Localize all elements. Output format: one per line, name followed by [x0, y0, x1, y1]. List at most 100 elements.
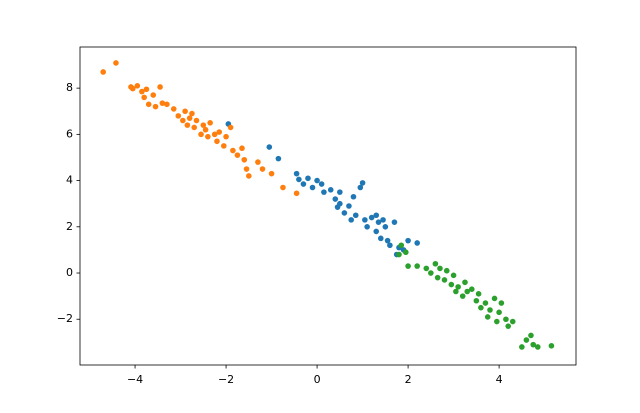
point [428, 270, 434, 276]
point [414, 240, 420, 246]
point [441, 277, 448, 283]
point [170, 106, 177, 112]
point [139, 88, 145, 95]
point [318, 181, 325, 187]
point [220, 143, 227, 149]
point [403, 249, 409, 256]
point [293, 190, 300, 197]
point [239, 145, 245, 152]
point [200, 122, 207, 128]
point [462, 279, 468, 286]
point [364, 223, 370, 230]
point [150, 92, 157, 98]
point [519, 344, 525, 350]
y-tick-label: 2 [66, 220, 73, 233]
point [398, 242, 405, 249]
point [437, 265, 443, 272]
point [186, 115, 193, 121]
point [359, 180, 366, 186]
point [198, 131, 204, 138]
point [280, 184, 286, 191]
point [391, 219, 398, 225]
point [337, 200, 343, 207]
point [193, 117, 200, 124]
point [443, 267, 450, 274]
point [214, 138, 220, 145]
point [223, 133, 229, 140]
point [503, 316, 509, 323]
point [384, 237, 391, 244]
point [243, 166, 250, 172]
point [484, 314, 491, 320]
point [453, 288, 459, 295]
point [230, 147, 236, 154]
point [450, 272, 457, 279]
point [475, 291, 482, 297]
point [184, 122, 191, 128]
point [309, 184, 316, 191]
point [321, 189, 327, 195]
point [494, 318, 500, 325]
point [143, 86, 150, 93]
y-tick-label: 8 [66, 81, 73, 94]
point [241, 156, 248, 163]
point [145, 101, 152, 108]
point [348, 217, 355, 223]
point [487, 307, 493, 313]
point [455, 284, 461, 290]
point [459, 293, 466, 299]
point [464, 288, 471, 295]
y-tick-label: 4 [66, 174, 73, 187]
plot-frame [79, 46, 577, 366]
point [352, 212, 359, 219]
point [216, 129, 223, 135]
point [266, 144, 273, 150]
point [405, 237, 411, 244]
point [305, 175, 311, 182]
point [189, 110, 195, 117]
point [314, 177, 320, 184]
point [373, 212, 380, 219]
point [275, 155, 282, 162]
point [337, 189, 343, 195]
point [482, 300, 489, 306]
point [491, 295, 498, 302]
point [211, 131, 218, 138]
point [350, 193, 357, 200]
point [468, 286, 475, 292]
point [423, 265, 430, 272]
point [498, 300, 505, 306]
point [202, 126, 209, 133]
point [327, 187, 334, 193]
x-tick-label: 2 [405, 373, 412, 386]
point [300, 181, 307, 187]
x-tick-label: −2 [218, 373, 234, 386]
point [191, 124, 198, 131]
point [373, 228, 380, 235]
point [368, 214, 375, 221]
point [509, 318, 516, 325]
point [496, 309, 502, 316]
point [448, 281, 455, 288]
point [548, 343, 555, 349]
point [332, 196, 339, 202]
point [380, 217, 386, 223]
point [205, 133, 211, 140]
point [414, 263, 420, 269]
point [523, 337, 530, 343]
y-tick-label: 0 [66, 266, 73, 279]
point [113, 60, 119, 66]
point [396, 251, 402, 258]
point [227, 124, 234, 131]
point [255, 159, 261, 165]
x-tick-label: 0 [314, 373, 321, 386]
point [357, 184, 364, 191]
point [505, 323, 511, 329]
point [346, 203, 352, 209]
x-tick-label: −4 [127, 373, 143, 386]
point [362, 217, 368, 223]
point [534, 344, 541, 350]
point [296, 176, 302, 183]
point [234, 152, 241, 158]
